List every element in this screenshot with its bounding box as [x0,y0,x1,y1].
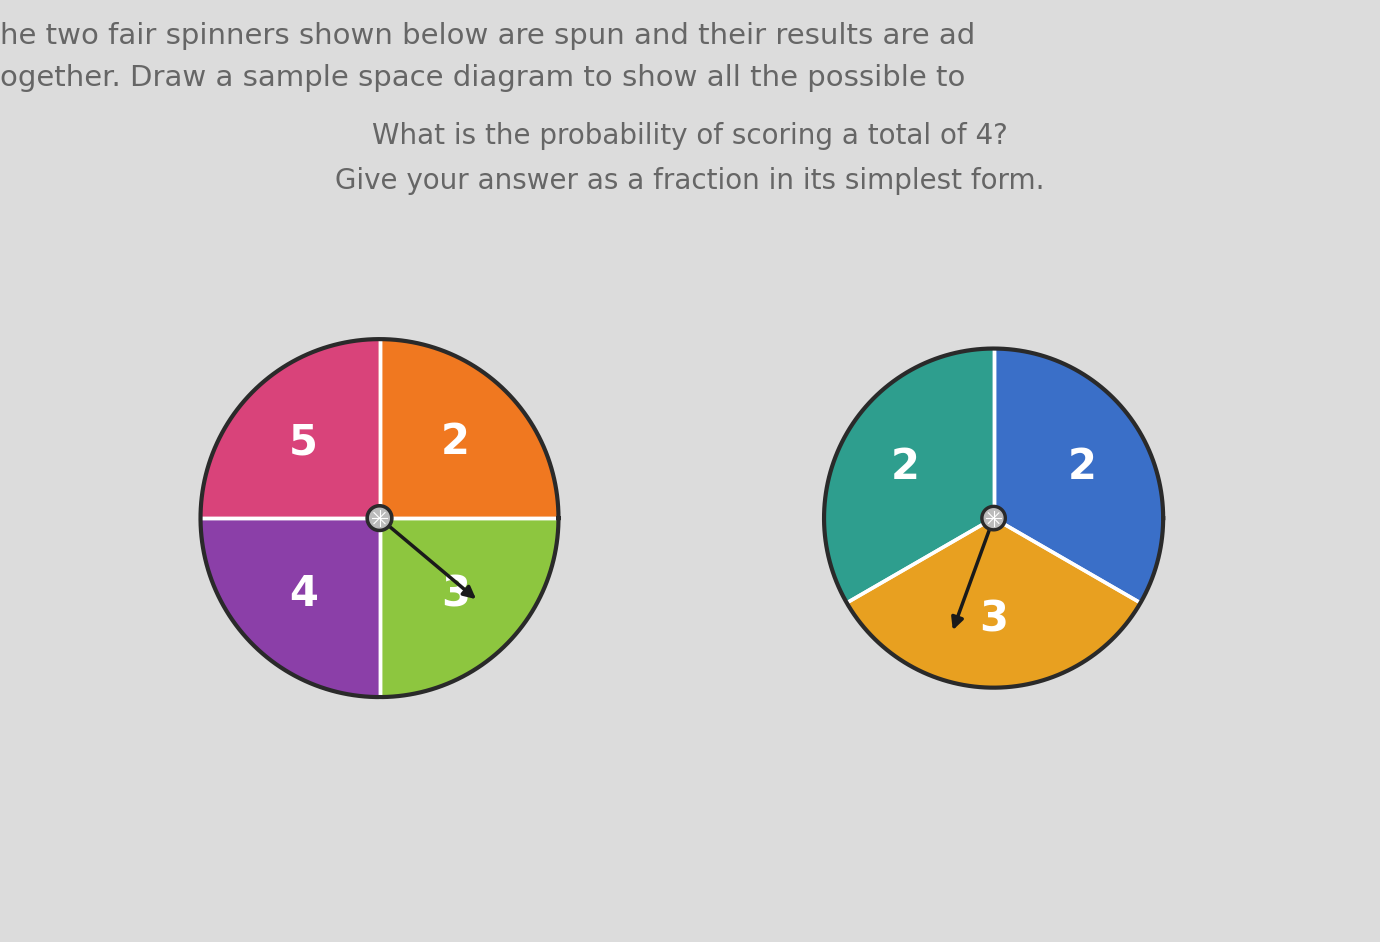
Text: 2: 2 [891,447,920,488]
Polygon shape [366,505,393,531]
Polygon shape [994,349,1163,603]
Text: 3: 3 [978,599,1009,641]
Text: 2: 2 [1067,447,1096,488]
Text: 5: 5 [290,421,317,463]
Text: What is the probability of scoring a total of 4?: What is the probability of scoring a tot… [373,122,1007,150]
Polygon shape [380,339,559,518]
Polygon shape [370,509,389,528]
Polygon shape [200,339,380,518]
Polygon shape [380,518,559,697]
Polygon shape [200,518,380,697]
Text: 2: 2 [442,421,469,463]
Polygon shape [847,518,1140,688]
Text: he two fair spinners shown below are spun and their results are ad: he two fair spinners shown below are spu… [0,22,976,50]
Text: 3: 3 [442,573,471,615]
Text: Give your answer as a fraction in its simplest form.: Give your answer as a fraction in its si… [335,167,1045,195]
Polygon shape [984,509,1003,528]
Polygon shape [824,349,994,603]
Text: 4: 4 [290,573,317,615]
Text: ogether. Draw a sample space diagram to show all the possible to: ogether. Draw a sample space diagram to … [0,64,966,92]
Polygon shape [981,506,1006,530]
